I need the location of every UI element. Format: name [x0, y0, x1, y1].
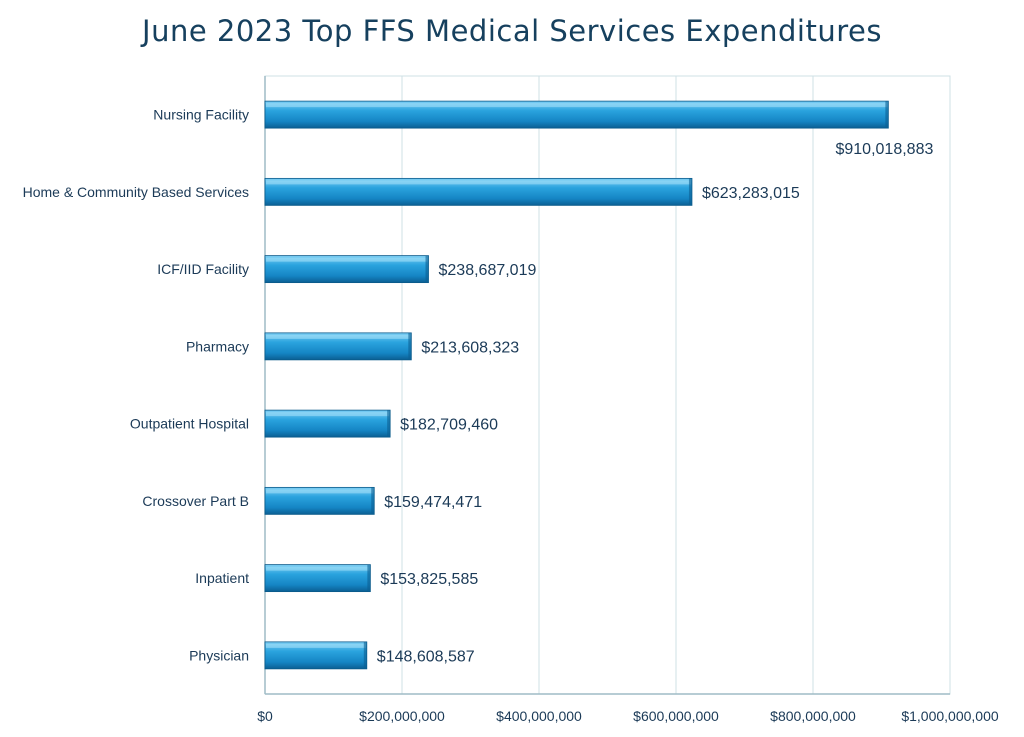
value-label: $910,018,883 — [835, 141, 933, 158]
bar-end-cap — [387, 410, 391, 438]
x-tick-label: $800,000,000 — [770, 708, 856, 724]
bar-highlight — [266, 566, 370, 571]
category-label: Pharmacy — [186, 338, 249, 354]
x-tick-label: $1,000,000,000 — [901, 708, 999, 724]
category-label: Physician — [189, 647, 249, 663]
bar-end-cap — [363, 641, 367, 669]
category-label: Nursing Facility — [153, 107, 249, 123]
bar-end-cap — [367, 564, 371, 592]
plot-frame — [264, 75, 951, 695]
x-tick-label: $400,000,000 — [496, 708, 582, 724]
bar-end-cap — [885, 101, 889, 129]
bar-highlight — [266, 103, 888, 108]
axes — [264, 75, 951, 695]
category-label: Outpatient Hospital — [130, 416, 249, 432]
x-tick-label: $200,000,000 — [359, 708, 445, 724]
bar-highlight — [266, 334, 411, 339]
bar-highlight — [266, 643, 366, 648]
bar-highlight — [266, 412, 390, 417]
bar-end-cap — [688, 178, 692, 206]
bar-highlight — [266, 180, 691, 185]
bar-highlight — [266, 489, 374, 494]
category-label: Inpatient — [195, 570, 249, 586]
value-label: $238,687,019 — [439, 262, 537, 279]
value-label: $182,709,460 — [400, 417, 498, 434]
bar-end-cap — [371, 487, 375, 515]
labels: $0 $200,000,000 $400,000,000 $600,000,000 $8… — [23, 107, 999, 724]
x-tick-label: $600,000,000 — [633, 708, 719, 724]
category-label: ICF/IID Facility — [157, 261, 249, 277]
value-label: $148,608,587 — [377, 648, 475, 665]
bar-highlight — [266, 257, 428, 262]
value-label: $159,474,471 — [384, 494, 482, 511]
value-label: $213,608,323 — [421, 339, 519, 356]
x-tick-label: $0 — [257, 708, 273, 724]
category-label: Crossover Part B — [142, 493, 249, 509]
value-label: $153,825,585 — [380, 571, 478, 588]
gridlines — [401, 76, 951, 694]
bar-end-cap — [408, 332, 412, 360]
category-label: Home & Community Based Services — [23, 184, 249, 200]
chart-title: June 2023 Top FFS Medical Services Expen… — [142, 14, 882, 48]
value-label: $623,283,015 — [702, 185, 800, 202]
bar-end-cap — [425, 255, 429, 283]
bars — [264, 100, 889, 670]
